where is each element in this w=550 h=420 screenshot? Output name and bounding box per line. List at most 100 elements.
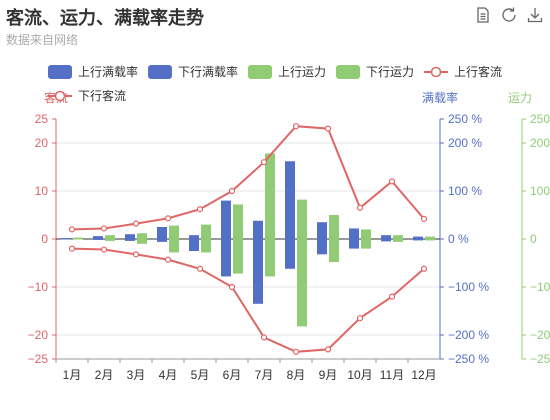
bar <box>137 239 147 244</box>
series-point <box>292 123 300 130</box>
x-axis-tick-label: 3月 <box>127 368 146 382</box>
bar <box>393 239 403 242</box>
bar <box>73 239 83 240</box>
series-point <box>228 187 236 195</box>
right-axis-capacity-name: 运力 <box>508 91 532 105</box>
legend-item[interactable]: 上行客流 <box>424 64 502 79</box>
left-axis-tick-label: −10 <box>28 280 49 294</box>
bar <box>169 239 179 253</box>
series-point <box>132 220 140 227</box>
series-point <box>388 293 396 300</box>
x-axis-tick-label: 2月 <box>95 368 114 382</box>
legend-symbol <box>148 65 172 79</box>
bar <box>425 239 435 241</box>
right-axis-loadrate-tick-label: 0 % <box>448 232 469 246</box>
bar <box>253 239 263 304</box>
bar <box>329 239 339 263</box>
bar <box>285 239 295 269</box>
restore-icon[interactable] <box>500 6 518 24</box>
bar <box>393 235 403 239</box>
bar <box>349 228 359 239</box>
right-axis-capacity-tick-label: 0 <box>530 232 537 246</box>
right-axis-capacity-tick-label: 200 <box>530 136 550 150</box>
legend-label: 上行客流 <box>454 64 502 79</box>
right-axis-capacity-tick-label: −200 <box>530 328 550 342</box>
right-axis-loadrate-tick-label: 100 % <box>448 184 482 198</box>
toolbox <box>474 6 544 24</box>
bar <box>413 239 423 241</box>
legend-item[interactable]: 上行运力 <box>248 65 326 79</box>
series-point <box>356 315 364 322</box>
legend-item[interactable]: 下行满载率 <box>148 64 238 79</box>
x-axis-tick-label: 4月 <box>159 368 178 382</box>
legend-symbol <box>48 65 72 79</box>
x-axis-tick-label: 1月 <box>63 368 82 382</box>
series-point <box>420 265 428 272</box>
bar <box>381 235 391 239</box>
bar <box>361 229 371 239</box>
x-axis-tick-label: 12月 <box>411 368 436 382</box>
bar <box>201 239 211 253</box>
bar <box>349 239 359 249</box>
left-axis-tick-label: −25 <box>28 352 49 366</box>
bar <box>221 200 231 239</box>
series-point <box>100 246 108 253</box>
bar <box>61 238 71 239</box>
bar <box>73 237 83 239</box>
bar <box>61 239 71 240</box>
series-point <box>132 251 140 258</box>
x-axis-tick-label: 9月 <box>319 368 338 382</box>
series-line <box>71 247 425 353</box>
bar <box>221 239 231 277</box>
bar <box>285 161 295 239</box>
bar <box>297 239 307 327</box>
bar <box>317 222 327 239</box>
x-axis-tick-label: 6月 <box>223 368 242 382</box>
bar <box>265 239 275 277</box>
bar <box>105 239 115 241</box>
data-view-icon[interactable] <box>474 6 492 24</box>
series-point <box>228 283 236 291</box>
bar <box>329 215 339 239</box>
bar <box>169 225 179 239</box>
bar <box>233 239 243 274</box>
legend-item[interactable]: 下行运力 <box>336 65 414 79</box>
chart-subtitle: 数据来自网络 <box>6 33 79 47</box>
right-axis-capacity-tick-label: −250 <box>530 352 550 366</box>
legend-item[interactable]: 上行满载率 <box>48 64 138 79</box>
series-point <box>292 348 300 355</box>
right-axis-loadrate-name: 满载率 <box>422 90 458 105</box>
x-axis-tick-label: 10月 <box>347 368 372 382</box>
x-axis-tick-label: 5月 <box>191 368 210 382</box>
series-point <box>68 226 76 233</box>
chart-title: 客流、运力、满载率走势 <box>6 8 204 28</box>
legend-label: 上行满载率 <box>78 64 138 79</box>
series-point <box>260 334 268 341</box>
series-point <box>196 265 204 272</box>
x-axis-tick-label: 11月 <box>380 368 404 382</box>
bar <box>233 204 243 239</box>
bar <box>189 235 199 239</box>
series-point <box>324 346 332 353</box>
series-point <box>100 225 108 232</box>
bar <box>297 199 307 239</box>
bar <box>157 239 167 242</box>
x-axis-tick-label: 7月 <box>255 368 274 382</box>
legend-item[interactable]: 下行客流 <box>48 88 126 103</box>
bar <box>189 239 199 251</box>
save-image-icon[interactable] <box>526 6 544 24</box>
right-axis-loadrate-tick-label: 200 % <box>448 136 482 150</box>
legend-symbol <box>54 90 66 102</box>
legend-label: 上行运力 <box>278 65 326 79</box>
series-point <box>196 206 204 213</box>
right-axis-loadrate-tick-label: −100 % <box>448 280 489 294</box>
legend-label: 下行运力 <box>366 65 414 79</box>
right-axis-capacity-tick-label: −100 <box>530 280 550 294</box>
series-point <box>420 215 428 222</box>
right-axis-loadrate-tick-label: −200 % <box>448 328 489 342</box>
bar <box>105 235 115 239</box>
bar <box>157 227 167 239</box>
bar <box>125 234 135 239</box>
bar <box>361 239 371 249</box>
